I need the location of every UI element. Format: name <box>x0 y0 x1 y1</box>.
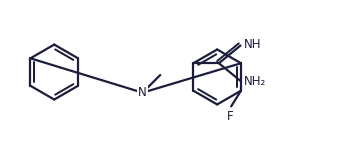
Text: F: F <box>227 110 234 123</box>
Text: N: N <box>138 86 147 99</box>
Text: NH₂: NH₂ <box>244 75 266 88</box>
Text: NH: NH <box>244 38 261 51</box>
